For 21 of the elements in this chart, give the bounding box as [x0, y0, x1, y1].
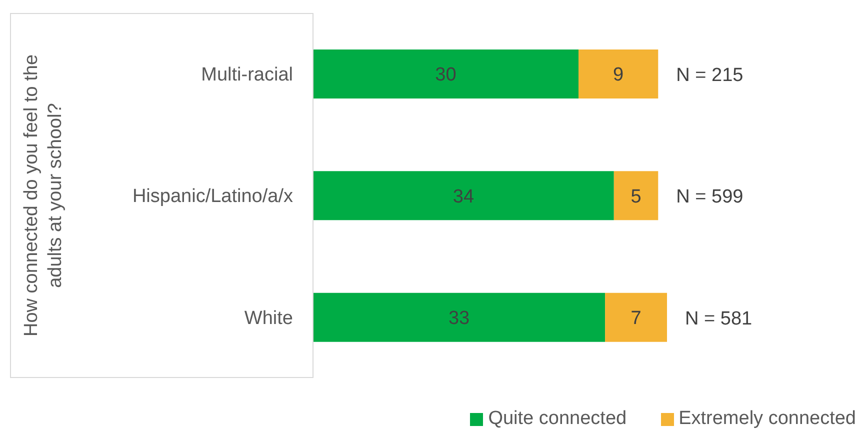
text: N = 599 — [676, 186, 744, 208]
bar — [614, 171, 658, 220]
data-label: 5 — [630, 186, 642, 208]
bar — [605, 292, 667, 342]
bar — [578, 50, 658, 98]
y-tick-label: White — [244, 308, 293, 329]
legend-label: Extremely connected — [678, 408, 856, 430]
y-axis-title: How connected do you feel to the adults at your school? — [21, 54, 66, 337]
data-label: 33 — [448, 308, 470, 330]
data-label: 34 — [452, 186, 474, 208]
bar — [313, 292, 606, 342]
data-label: 7 — [630, 308, 642, 330]
text: N = 581 — [685, 308, 752, 330]
text: N = 215 — [676, 65, 744, 86]
bar — [313, 50, 578, 98]
data-label: 9 — [613, 64, 624, 86]
y-tick-label: Hispanic/Latino/a/x — [132, 186, 294, 208]
legend-label: Quite connected — [487, 408, 627, 430]
bar — [313, 171, 614, 220]
y-tick-label: Multi-racial — [201, 64, 293, 86]
data-label: 30 — [435, 64, 456, 86]
